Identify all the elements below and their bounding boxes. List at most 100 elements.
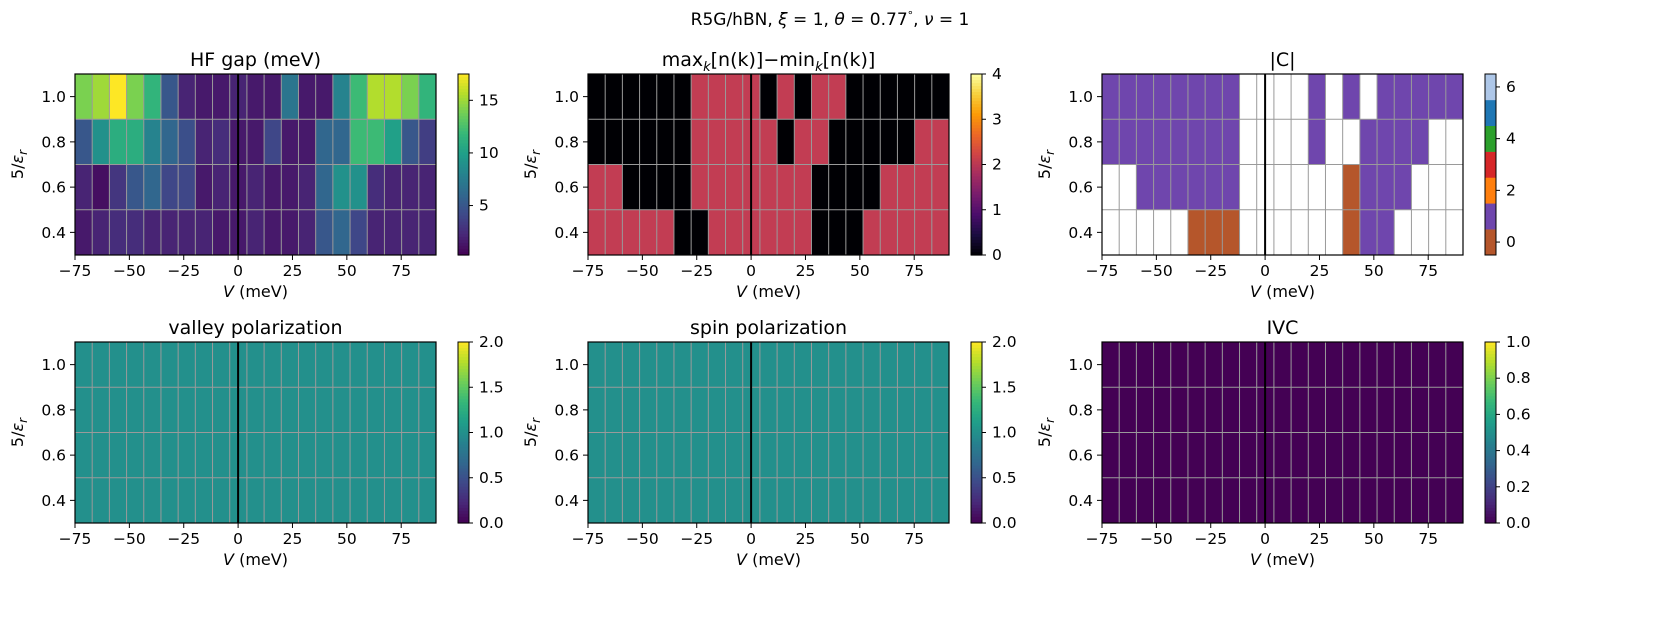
heatmap-cell (1308, 432, 1326, 479)
heatmap-cell (897, 119, 916, 165)
heatmap-cell (1170, 209, 1189, 256)
heatmap-cell (401, 119, 420, 165)
heatmap-cell (1273, 74, 1292, 120)
y-tick-label: 1.0 (554, 88, 579, 106)
colorbar-segment (458, 453, 469, 458)
heatmap-cell (845, 477, 864, 524)
heatmap-cell (109, 432, 127, 479)
heatmap-cell (777, 342, 795, 388)
heatmap-cell (246, 209, 265, 256)
colorbar-segment (1485, 125, 1496, 152)
colorbar-segment (458, 438, 469, 443)
heatmap-cell (109, 209, 127, 256)
heatmap-cell (639, 164, 658, 211)
colorbar-segment (1485, 384, 1496, 388)
heatmap-cell (708, 74, 726, 120)
colorbar-segment (1485, 393, 1496, 397)
heatmap-cell (1153, 74, 1172, 120)
heatmap-cell (1308, 387, 1326, 433)
heatmap-cell (1102, 74, 1120, 120)
heatmap-cell (1411, 342, 1430, 388)
heatmap-cell (1291, 209, 1309, 256)
heatmap-cell (315, 209, 334, 256)
heatmap-cell (1102, 477, 1120, 524)
heatmap-cell (880, 74, 898, 120)
x-tick-label: 25 (796, 530, 816, 548)
heatmap-cell (384, 432, 403, 479)
suptitle-part-8: = 1 (933, 10, 969, 30)
colorbar-segment (1485, 432, 1496, 437)
colorbar-segment (458, 381, 469, 385)
heatmap-cell (160, 119, 179, 165)
x-tick-label: 0 (1260, 262, 1270, 280)
heatmap-cell (708, 432, 726, 479)
heatmap-cell (1239, 477, 1258, 524)
heatmap-cell (914, 164, 933, 211)
heatmap-cell (1394, 74, 1412, 120)
colorbar-segment (971, 390, 982, 394)
x-tick-label: 25 (283, 262, 303, 280)
colorbar-segment (458, 146, 469, 151)
colorbar-segment (458, 480, 469, 485)
heatmap-cell (863, 432, 881, 479)
x-axis-label-var: V (736, 282, 748, 301)
x-axis-label: V (meV) (1250, 282, 1315, 301)
x-tick-label: 75 (904, 530, 924, 548)
colorbar-segment (458, 504, 469, 509)
heatmap-cell (281, 477, 299, 524)
colorbar-segment (458, 86, 469, 90)
colorbar-segment (458, 167, 469, 172)
colorbar-tick-label: 0.5 (479, 469, 504, 487)
y-axis-label: 5/εr (521, 417, 543, 447)
heatmap-cell (195, 432, 213, 479)
heatmap-cell (315, 342, 334, 388)
colorbar-segment (1485, 447, 1496, 452)
colorbar-segment (1485, 501, 1496, 506)
colorbar-segment (458, 80, 469, 84)
x-tick-label: 0 (233, 262, 243, 280)
suptitle-part-0: R5G/hBN, (691, 10, 779, 30)
heatmap-cell (1308, 119, 1326, 165)
heatmap-cell (759, 209, 778, 256)
colorbar-segment (971, 113, 982, 117)
heatmap-cell (725, 74, 744, 120)
colorbar-segment (971, 426, 982, 431)
y-tick-label: 0.4 (41, 492, 66, 510)
heatmap-cell (1205, 164, 1223, 211)
heatmap-cell (1119, 164, 1137, 211)
heatmap-cell (1119, 119, 1137, 165)
heatmap-cell (401, 387, 420, 433)
x-tick-label: 75 (391, 262, 411, 280)
heatmap-cell (1394, 477, 1412, 524)
colorbar-tick-label: 0 (1506, 233, 1516, 251)
y-tick-label: 0.8 (1068, 133, 1093, 151)
heatmap-cell (588, 432, 606, 479)
colorbar-segment (1485, 411, 1496, 415)
colorbar-tick-label: 0.4 (1506, 442, 1531, 460)
heatmap-cell (367, 74, 385, 120)
heatmap-cell (673, 164, 692, 211)
heatmap-cell (897, 74, 916, 120)
heatmap-cell (1445, 432, 1464, 479)
heatmap-cell (143, 74, 162, 120)
colorbar-tick-label: 0.6 (1506, 405, 1531, 423)
colorbar-tick-label: 6 (1506, 78, 1516, 96)
heatmap-cell (92, 119, 110, 165)
heatmap-cell (1291, 164, 1309, 211)
heatmap-cell (178, 74, 196, 120)
heatmap-cell (759, 119, 778, 165)
y-axis-label: 5/εr (1035, 149, 1057, 179)
colorbar-segment (971, 227, 982, 232)
heatmap-cell (298, 477, 317, 524)
colorbar-segment (971, 170, 982, 175)
colorbar-segment (458, 128, 469, 132)
colorbar-segment (458, 173, 469, 178)
heatmap-cell (622, 119, 640, 165)
colorbar-segment (458, 197, 469, 202)
heatmap-cell (1291, 342, 1309, 388)
heatmap-cell (639, 432, 658, 479)
heatmap-cell (315, 164, 334, 211)
heatmap-cell (1377, 164, 1395, 211)
heatmap-cell (897, 432, 916, 479)
